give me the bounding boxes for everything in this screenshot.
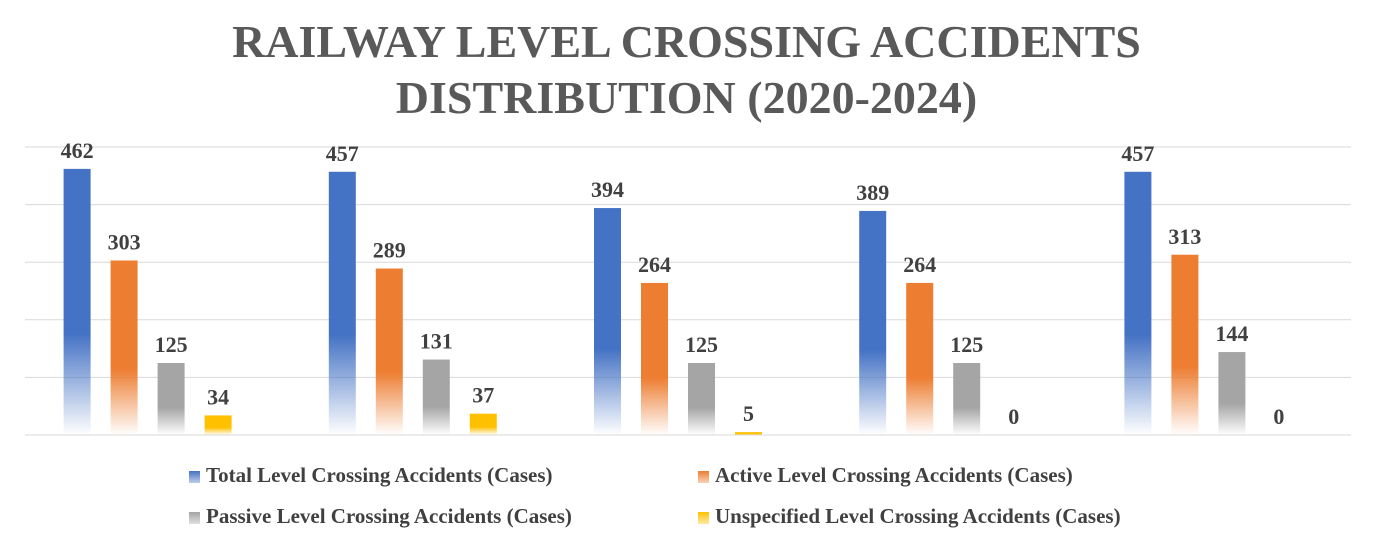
bar <box>1124 171 1152 435</box>
bar <box>469 413 497 435</box>
value-label: 264 <box>903 252 936 277</box>
value-label: 5 <box>743 401 754 426</box>
bar <box>375 268 403 435</box>
bar <box>1171 254 1199 435</box>
bar <box>953 363 981 435</box>
legend-label: Active Level Crossing Accidents (Cases) <box>715 463 1073 487</box>
legend-marker <box>698 471 709 483</box>
value-label: 389 <box>856 180 889 205</box>
legend-marker <box>189 471 200 483</box>
value-label: 131 <box>420 329 453 354</box>
legend-label: Total Level Crossing Accidents (Cases) <box>206 463 553 487</box>
value-label: 34 <box>207 384 229 409</box>
value-label: 462 <box>61 138 94 163</box>
value-label: 125 <box>155 332 188 357</box>
legend-marker <box>698 512 709 524</box>
bar <box>110 260 138 435</box>
bar <box>594 208 621 435</box>
bar <box>328 171 356 435</box>
bar <box>422 359 450 435</box>
value-label: 0 <box>1273 404 1284 429</box>
value-label: 313 <box>1168 224 1201 249</box>
legend-marker <box>189 512 200 524</box>
value-label: 125 <box>685 332 718 357</box>
value-label: 457 <box>1121 141 1154 166</box>
bar <box>641 282 668 435</box>
bar <box>157 363 185 435</box>
bar <box>204 415 232 435</box>
legend-label: Unspecified Level Crossing Accidents (Ca… <box>715 504 1121 528</box>
bar <box>906 282 934 435</box>
bar <box>63 168 91 435</box>
value-label: 394 <box>591 177 624 202</box>
value-label: 37 <box>472 383 494 408</box>
chart-title: RAILWAY LEVEL CROSSING ACCIDENTS DISTRIB… <box>232 16 1141 123</box>
value-label: 289 <box>373 238 406 263</box>
value-label: 303 <box>108 230 141 255</box>
value-label: 264 <box>638 252 671 277</box>
value-label: 0 <box>1008 404 1019 429</box>
bar <box>688 363 715 435</box>
value-label: 125 <box>950 332 983 357</box>
value-label: 144 <box>1215 321 1248 346</box>
bar <box>1218 352 1246 435</box>
value-label: 457 <box>326 141 359 166</box>
legend-label: Passive Level Crossing Accidents (Cases) <box>206 504 572 528</box>
bar <box>735 432 762 435</box>
bar <box>859 210 887 435</box>
